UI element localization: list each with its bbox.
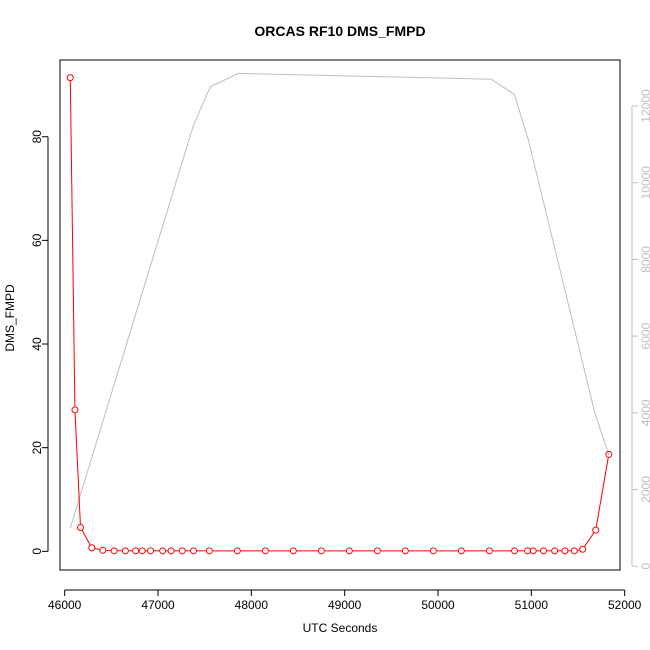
- y-tick-label-right: 12000: [639, 89, 650, 123]
- data-point: [233, 547, 241, 555]
- x-tick-label: 47000: [141, 598, 175, 612]
- x-tick-label: 51000: [515, 598, 549, 612]
- data-point: [66, 74, 74, 82]
- y-tick-label-right: 0: [639, 563, 650, 570]
- y-tick-label-right: 6000: [639, 322, 650, 349]
- series-segment: [595, 457, 609, 527]
- series-segment: [81, 530, 91, 545]
- y-tick-label-left: 20: [30, 441, 44, 455]
- data-point: [579, 545, 587, 553]
- data-point: [289, 547, 297, 555]
- x-tick-label: 49000: [328, 598, 362, 612]
- series-segment: [69, 81, 76, 407]
- data-point: [429, 547, 437, 555]
- data-point: [178, 547, 186, 555]
- data-point: [159, 547, 167, 555]
- data-point: [147, 547, 155, 555]
- series-segment: [584, 532, 595, 547]
- y-axis-right: 0 2000 4000 6000 8000 10000 12000: [631, 89, 650, 570]
- data-point: [189, 547, 197, 555]
- series-line-right: [69, 72, 610, 528]
- data-point: [373, 547, 381, 555]
- y-tick-label-right: 2000: [639, 476, 650, 503]
- x-axis-label: UTC Seconds: [303, 621, 378, 635]
- data-point: [551, 547, 559, 555]
- y-tick-label-left: 0: [30, 548, 44, 555]
- data-point: [77, 524, 85, 531]
- data-point: [88, 544, 96, 552]
- y-tick-label-right: 4000: [639, 399, 650, 426]
- data-point: [317, 547, 325, 555]
- data-point: [261, 547, 269, 555]
- data-point: [110, 547, 118, 555]
- plot-box: [59, 59, 621, 571]
- x-tick-label: 52000: [608, 598, 642, 612]
- data-point: [132, 547, 140, 555]
- data-point: [99, 546, 107, 554]
- data-point: [457, 547, 465, 555]
- series-segment: [74, 413, 81, 525]
- y-tick-label-left: 60: [30, 233, 44, 247]
- x-tick-label: 50000: [421, 598, 455, 612]
- data-point: [605, 450, 613, 458]
- x-tick-label: 46000: [48, 598, 82, 612]
- y-axis-label: DMS_FMPD: [3, 284, 17, 352]
- series-layer: [66, 72, 613, 555]
- data-point: [561, 547, 569, 555]
- y-tick-label-left: 80: [30, 130, 44, 144]
- data-point: [524, 547, 532, 555]
- data-point: [167, 547, 175, 555]
- data-point: [401, 547, 409, 555]
- data-point: [138, 547, 146, 555]
- data-point: [592, 526, 600, 534]
- series-segment: [94, 547, 100, 551]
- y-tick-label-right: 10000: [639, 166, 650, 200]
- chart-title: ORCAS RF10 DMS_FMPD: [254, 23, 425, 39]
- data-point: [345, 547, 353, 555]
- y-tick-label-right: 8000: [639, 246, 650, 273]
- data-point: [485, 547, 493, 555]
- y-tick-label-left: 40: [30, 337, 44, 351]
- data-point: [529, 547, 537, 555]
- x-tick-label: 48000: [235, 598, 269, 612]
- x-axis: 46000 47000 48000 49000 50000 51000 52000: [48, 589, 642, 612]
- y-axis-left: 0 20 40 60 80: [30, 130, 49, 555]
- data-point: [121, 547, 129, 555]
- data-point: [570, 547, 578, 555]
- data-point: [511, 547, 519, 555]
- data-point: [539, 547, 547, 555]
- data-point: [205, 547, 213, 555]
- data-point: [71, 406, 79, 414]
